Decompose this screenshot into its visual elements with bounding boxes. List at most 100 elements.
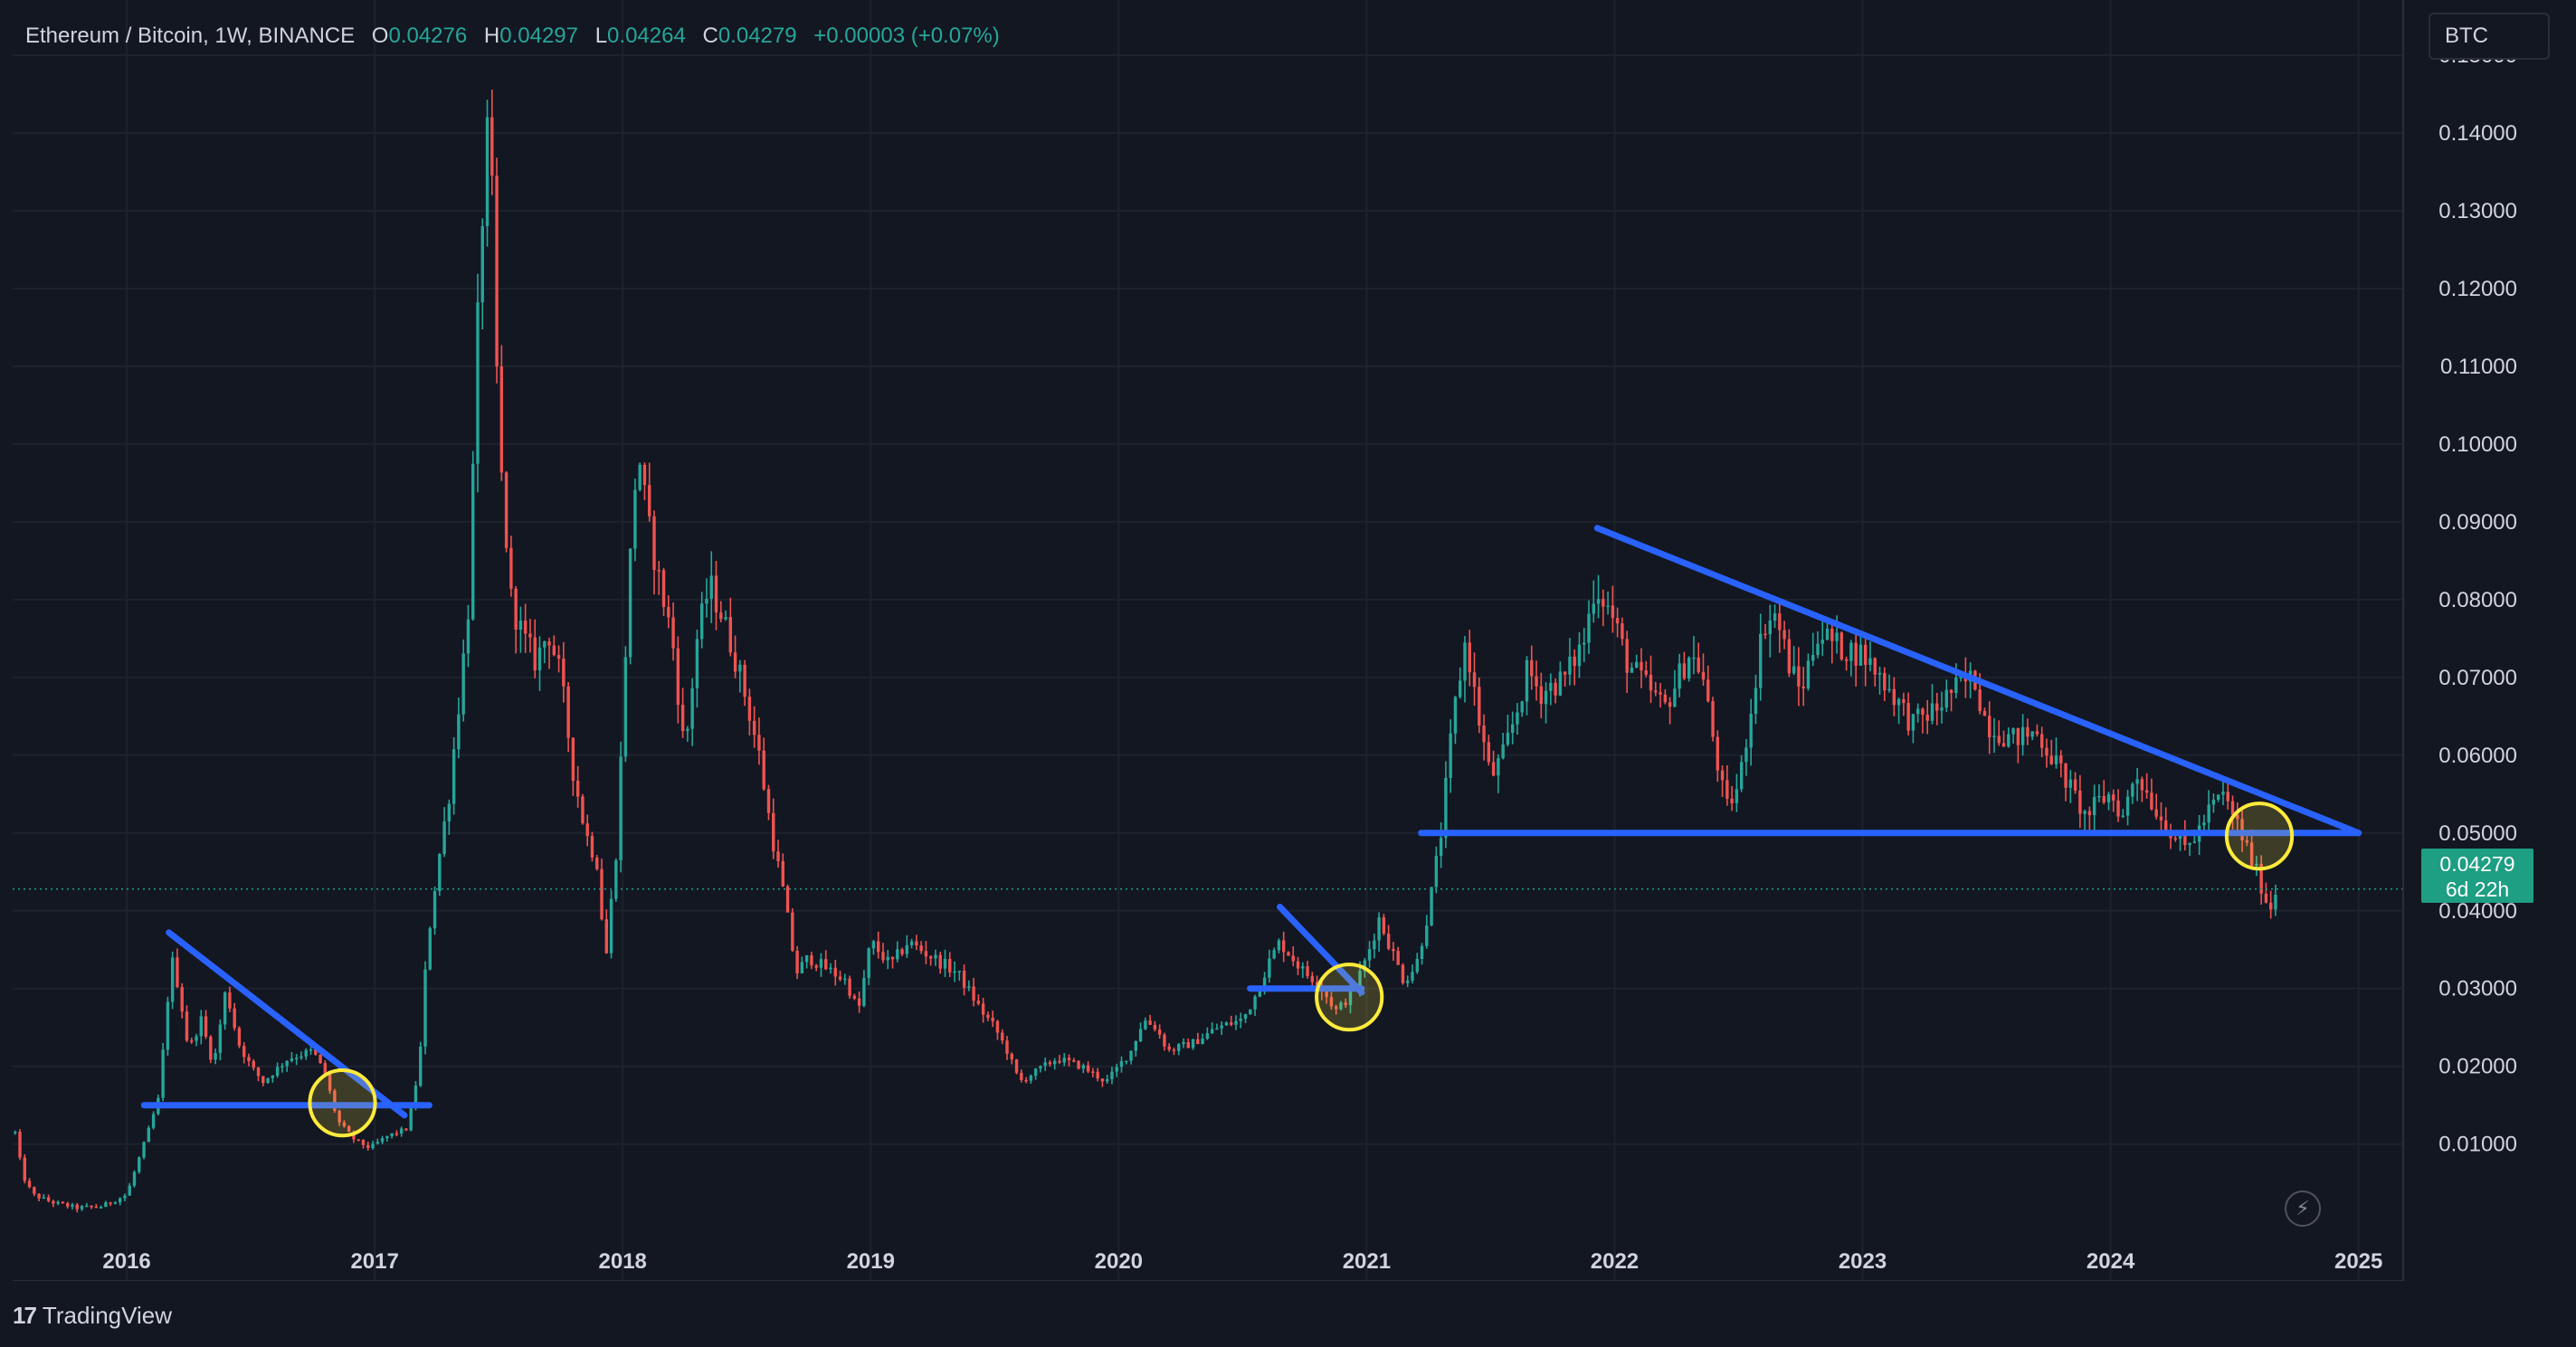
currency-button[interactable]: BTC [2429,13,2550,60]
candle-body [1138,1029,1143,1042]
candle-body [924,951,928,957]
candle-body [18,1131,22,1158]
highlight-circle[interactable] [1315,963,1384,1032]
candle-body [1630,668,1634,673]
tradingview-logo[interactable]: 17 TradingView [13,1301,172,1330]
candle-body [52,1200,55,1204]
candle-body [2026,726,2029,737]
trendline[interactable] [1276,903,1365,996]
candle-body [37,1193,41,1199]
candle-body [953,971,956,973]
price-tick-label: 0.14000 [2438,121,2517,146]
candle-body [690,688,694,729]
candle-body [671,617,675,649]
lightning-bolt-icon[interactable]: ⚡︎ [2285,1190,2321,1227]
candle-body [1544,690,1548,705]
candle-body [218,1024,223,1054]
candle-body [810,955,813,966]
candle-body [1982,711,1987,716]
drawings[interactable] [13,525,2403,1138]
price-tick-label: 0.05000 [2438,821,2517,846]
candle-body [337,1110,341,1123]
candle-body [1301,966,1305,969]
axes: 0.150000.140000.130000.120000.110000.100… [13,0,2517,1281]
highlight-circle[interactable] [308,1068,377,1138]
candle-body [562,658,566,687]
candle-body [499,366,504,473]
candle-body [1115,1067,1118,1072]
candle-body [1944,689,1948,708]
candle-body [1849,642,1853,661]
candle-body [648,485,651,517]
candle-body [1201,1039,1204,1045]
candle-body [1787,639,1792,674]
candle-body [361,1140,366,1145]
candle-body [170,957,175,1002]
candle-body [943,958,947,969]
candle-body [1110,1071,1114,1079]
candle-body [1516,712,1519,725]
candle-body [1877,672,1882,675]
candle-body [633,489,637,549]
symbol-title[interactable]: Ethereum / Bitcoin, 1W, BINANCE [25,24,356,48]
candle-body [881,952,885,961]
candle-body [2173,838,2177,840]
candle-body [299,1056,303,1058]
candle-body [128,1185,131,1196]
candle-body [199,1016,203,1037]
time-tick-label: 2024 [2086,1249,2135,1274]
highlight-circle[interactable] [2224,802,2295,871]
time-tick-label: 2021 [1343,1249,1391,1274]
candle-body [628,548,632,658]
candle-body [714,575,718,613]
candle-body [905,944,909,954]
candle-body [2112,794,2115,801]
time-tick-label: 2025 [2334,1249,2382,1274]
candle-body [275,1067,280,1077]
candle-body [1439,838,1443,857]
candle-body [23,1157,26,1181]
candle-body [1873,658,1877,675]
candle-body [1058,1060,1061,1063]
candle-body [1739,762,1744,790]
trendline[interactable] [166,929,408,1119]
candle-body [571,737,575,782]
candle-body [1105,1078,1109,1082]
candle-body [1167,1046,1171,1050]
candle-body [1091,1071,1095,1073]
candle-body [185,1011,189,1041]
candle-body [161,1049,165,1098]
candle-body [2092,796,2096,816]
candle-body [1005,1040,1009,1054]
candle-body [2264,893,2268,903]
candle-body [752,720,756,735]
candle-body [485,117,490,226]
price-chart[interactable]: 0.150000.140000.130000.120000.110000.100… [0,0,2576,1281]
candle-body [566,686,570,738]
candle-body [2016,728,2020,745]
candle-body [2255,863,2258,866]
candle-body [1806,660,1811,689]
candle-body [1782,630,1786,640]
candle-body [852,995,857,999]
candle-body [1830,629,1834,641]
candle-body [1525,659,1529,702]
candle-body [1177,1044,1181,1051]
candle-body [600,868,604,920]
candle-body [2144,790,2149,793]
candle-body [1549,682,1553,691]
candle-body [1558,671,1563,696]
candle-body [1100,1078,1105,1082]
candle-body [1583,642,1586,645]
candle-body [80,1206,84,1209]
candle-body [2202,822,2206,826]
candle-body [490,117,494,176]
candle-body [709,575,713,599]
candle-body [1697,657,1700,672]
candle-body [1563,671,1567,675]
price-tick-label: 0.03000 [2438,977,2517,1001]
trendline[interactable] [1593,525,2362,837]
candle-body [833,967,837,977]
candle-body [1415,958,1419,972]
